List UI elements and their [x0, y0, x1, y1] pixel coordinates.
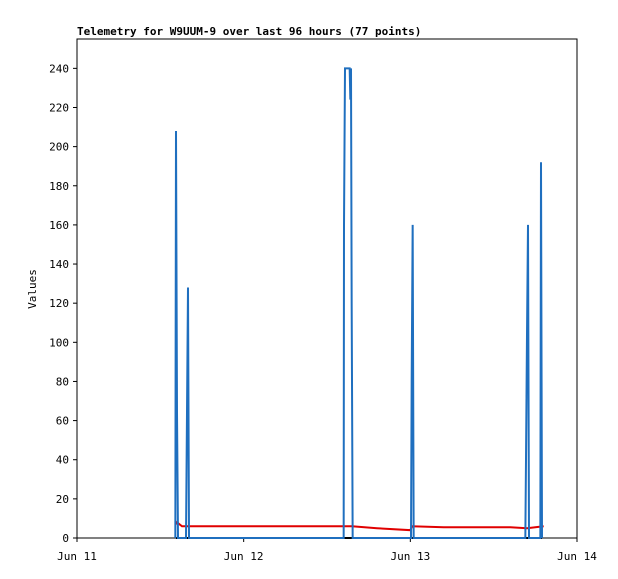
series-line	[174, 67, 543, 539]
x-tick-label: Jun 14	[557, 550, 597, 563]
x-tick-label: Jun 12	[224, 550, 264, 563]
x-tick-label: Jun 13	[390, 550, 430, 563]
y-tick-label: 0	[62, 532, 69, 545]
chart-title: Telemetry for W9UUM-9 over last 96 hours…	[77, 25, 421, 38]
series-line	[175, 520, 544, 532]
y-tick-label: 40	[56, 454, 69, 467]
y-tick-label: 240	[49, 62, 69, 75]
x-tick-label: Jun 11	[57, 550, 97, 563]
y-tick-label: 20	[56, 493, 69, 506]
y-tick-label: 180	[49, 180, 69, 193]
y-tick-label: 160	[49, 219, 69, 232]
y-axis-label: Values	[26, 269, 39, 309]
y-tick-label: 200	[49, 141, 69, 154]
plot-area	[76, 38, 578, 539]
y-tick-label: 120	[49, 297, 69, 310]
y-tick-label: 60	[56, 415, 69, 428]
y-tick-label: 220	[49, 101, 69, 114]
y-tick-label: 100	[49, 336, 69, 349]
y-tick-label: 80	[56, 375, 69, 388]
y-tick-label: 140	[49, 258, 69, 271]
